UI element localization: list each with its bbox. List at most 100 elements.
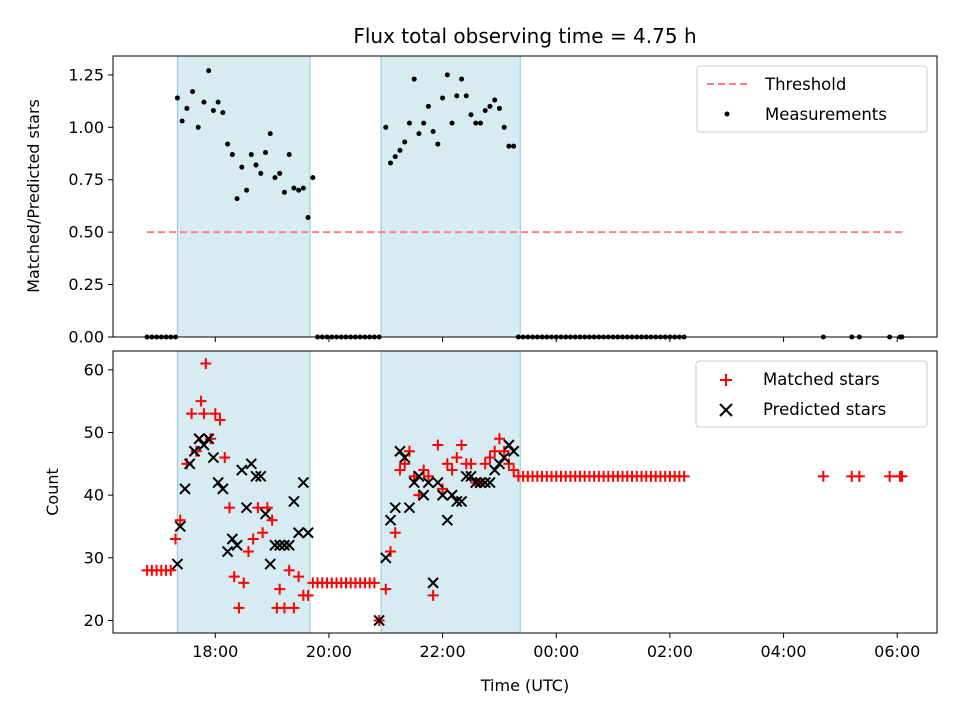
matched-star-point [427, 589, 439, 601]
y-tick-label: 40 [84, 486, 104, 505]
measurement-point [296, 187, 302, 193]
measurement-point [248, 152, 254, 158]
predicted-marker-b [188, 445, 201, 457]
measurement-point [416, 131, 422, 137]
y-tick-label: 1.25 [68, 65, 104, 84]
bottom-x-ticks: 18:00 20:00 22:00 00:00 02:00 04:00 06:00 [192, 633, 920, 661]
predicted-star-point [212, 476, 224, 489]
predicted-stars-points [171, 433, 520, 627]
matched-star-point [242, 546, 254, 558]
measurement-point [463, 93, 469, 99]
measurement-point [174, 95, 180, 101]
measurement-point [425, 103, 431, 109]
predicted-star-point [488, 464, 501, 476]
predicted-star-point [269, 539, 281, 551]
predicted-marker-b [436, 489, 449, 501]
predicted-star-point [384, 514, 397, 526]
measurement-point [411, 76, 417, 82]
predicted-marker-b [422, 476, 435, 489]
predicted-star-point [231, 539, 243, 551]
measurement-point [459, 76, 465, 82]
predicted-marker-b [264, 558, 276, 570]
x-tick-label: 18:00 [192, 642, 238, 661]
top-legend-box [696, 65, 928, 133]
predicted-marker-b [451, 495, 463, 508]
top-chart-title: Flux total observing time = 4.75 h [353, 24, 696, 48]
predicted-marker-b [193, 433, 205, 445]
predicted-star-point [184, 458, 196, 470]
measurement-point [179, 118, 185, 124]
matched-star-point [441, 458, 453, 470]
predicted-star-point [264, 558, 276, 570]
predicted-marker-b [207, 451, 220, 464]
matched-star-point [186, 408, 198, 420]
measurement-point [449, 120, 455, 126]
measurement-point [244, 187, 250, 193]
predicted-star-point [297, 476, 310, 489]
predicted-star-point [278, 539, 291, 551]
predicted-star-point [507, 445, 520, 457]
matched-star-point [422, 470, 434, 482]
predicted-marker-b [465, 470, 477, 483]
measurement-point [277, 170, 283, 176]
predicted-marker-b [389, 501, 401, 514]
measurement-point [220, 110, 226, 116]
predicted-marker-b [413, 470, 425, 483]
matched-star-point [288, 602, 300, 614]
predicted-marker-b [202, 433, 215, 445]
measurement-point [286, 152, 292, 158]
matched-star-point [884, 470, 896, 482]
measurement-point [281, 189, 287, 195]
top-panel: 0.00 0.25 0.50 0.75 1.00 1.25 Matched/Predict… [24, 55, 938, 347]
predicted-marker-b [292, 527, 305, 539]
matched-star-point [853, 470, 865, 482]
matched-star-point [896, 470, 908, 482]
predicted-marker-b [179, 483, 191, 495]
matched-star-point [432, 439, 444, 451]
matched-star-point [446, 464, 458, 476]
measurement-point [291, 185, 297, 191]
predicted-star-point [221, 545, 234, 558]
measurement-point [215, 99, 221, 105]
predicted-star-point [373, 614, 385, 627]
measurement-point [310, 175, 316, 181]
measurement-point [511, 143, 517, 149]
predicted-marker-b [250, 470, 262, 483]
matched-star-point [257, 527, 269, 539]
predicted-star-point [380, 552, 392, 564]
matched-star-point [678, 470, 690, 482]
y-tick-label: 50 [84, 423, 104, 442]
matched-star-point [493, 433, 505, 445]
matched-star-point [484, 452, 496, 464]
matched-star-point [380, 583, 392, 595]
matched-star-point [302, 589, 314, 601]
matched-star-point [503, 458, 515, 470]
y-tick-label: 30 [84, 548, 104, 567]
measurement-point [468, 112, 474, 118]
matched-star-point [266, 514, 278, 526]
predicted-marker-b [269, 539, 281, 551]
predicted-marker-b [488, 464, 501, 476]
matched-star-point [223, 502, 235, 514]
measurement-point [435, 141, 441, 147]
predicted-star-point [245, 458, 257, 470]
predicted-marker-b [446, 489, 458, 501]
predicted-marker-b [231, 539, 243, 551]
matched-star-point [479, 458, 491, 470]
predicted-star-point [207, 451, 220, 464]
predicted-marker-b [373, 614, 385, 627]
predicted-star-point [413, 470, 425, 483]
matched-star-point [498, 445, 510, 457]
predicted-marker-b [174, 520, 186, 533]
predicted-marker-b [417, 489, 430, 501]
matched-star-point [274, 583, 286, 595]
predicted-star-point [493, 458, 506, 470]
matched-star-point [456, 439, 468, 451]
matched-star-point [437, 483, 449, 495]
predicted-marker-b [432, 476, 444, 489]
predicted-marker-b [493, 458, 506, 470]
measurement-point [397, 147, 403, 153]
shaded-interval [380, 55, 521, 338]
x-tick-label: 22:00 [420, 642, 466, 661]
matched-star-point [205, 433, 217, 445]
